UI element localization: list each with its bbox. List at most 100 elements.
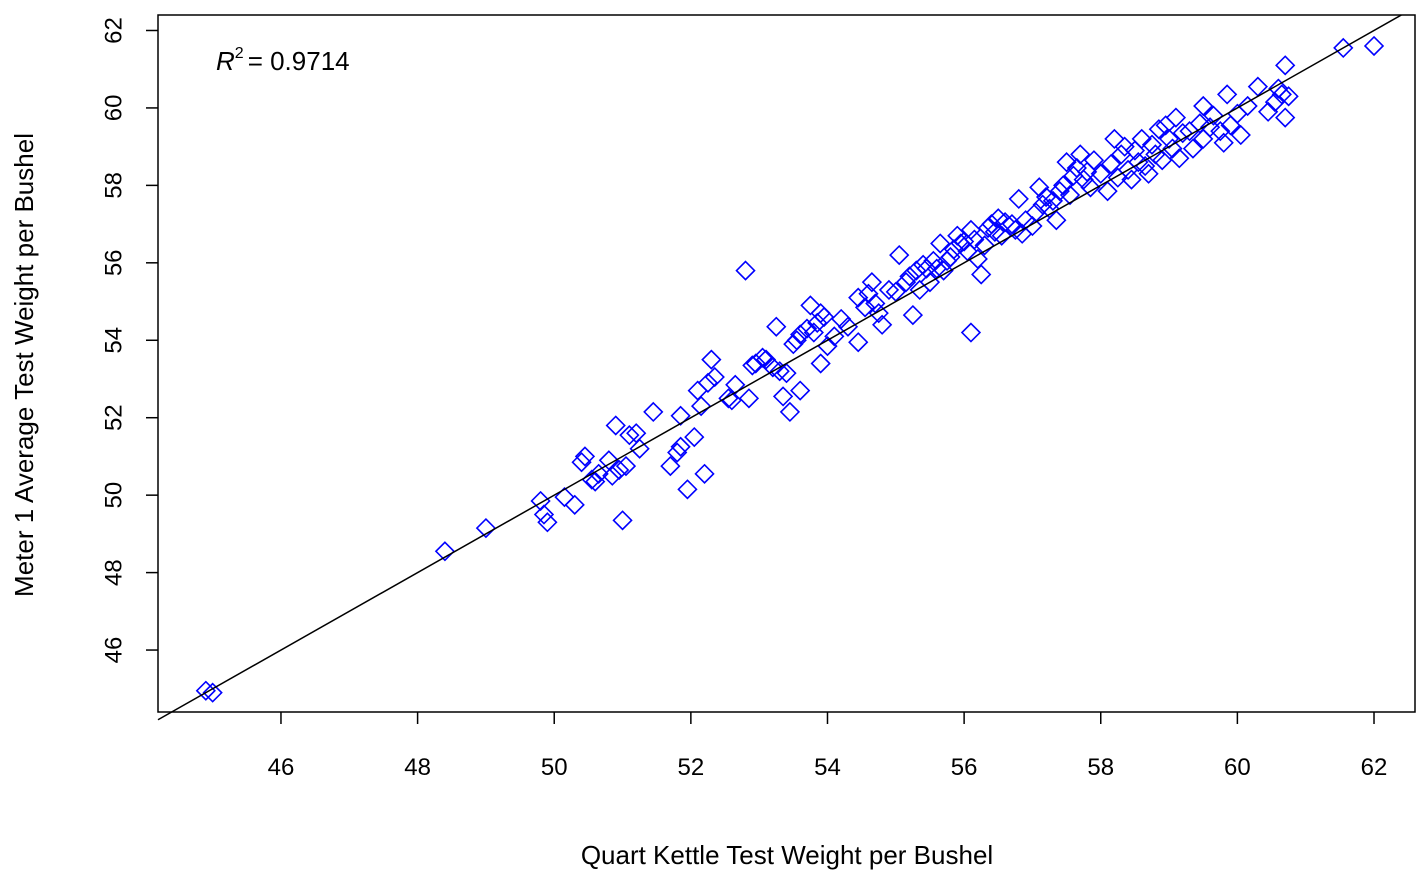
- y-tick-label: 58: [101, 172, 128, 199]
- data-point: [1121, 169, 1142, 190]
- data-point: [964, 229, 985, 250]
- data-point: [1053, 175, 1074, 196]
- data-point: [1046, 210, 1067, 231]
- data-point: [602, 465, 623, 486]
- data-point: [1199, 117, 1221, 138]
- data-point: [971, 264, 992, 285]
- data-point: [1257, 101, 1279, 122]
- data-point: [615, 455, 637, 477]
- data-point: [988, 208, 1009, 229]
- data-point: [1162, 138, 1183, 159]
- data-point: [742, 355, 763, 376]
- data-point: [1029, 177, 1050, 198]
- data-point: [779, 401, 801, 423]
- data-point: [1104, 128, 1125, 150]
- data-point: [725, 374, 746, 395]
- data-point: [1268, 78, 1289, 99]
- data-point: [434, 541, 456, 562]
- data-point: [195, 680, 216, 701]
- data-point: [878, 279, 900, 301]
- data-point: [960, 322, 982, 343]
- data-point: [588, 463, 609, 484]
- data-point: [1172, 122, 1193, 144]
- data-point: [1169, 148, 1190, 169]
- data-point: [923, 250, 944, 272]
- y-axis-title: Meter 1 Average Test Weight per Bushel: [9, 133, 39, 597]
- x-tick-label: 60: [1224, 754, 1251, 781]
- data-point: [769, 361, 790, 382]
- data-point: [974, 235, 995, 256]
- data-point: [848, 287, 869, 308]
- r-squared-value: = 0.9714: [248, 46, 350, 76]
- x-tick-label: 56: [951, 754, 978, 781]
- data-point: [1022, 215, 1043, 237]
- data-point: [762, 357, 783, 378]
- data-point: [564, 494, 585, 515]
- x-tick-label: 52: [678, 754, 705, 781]
- y-tick-label: 52: [101, 404, 128, 431]
- data-point: [1100, 153, 1122, 175]
- data-point: [1213, 132, 1234, 153]
- y-tick-label: 50: [101, 482, 128, 509]
- data-point: [660, 455, 681, 477]
- data-point: [1131, 128, 1152, 150]
- data-point: [783, 334, 804, 355]
- data-point: [1230, 124, 1251, 146]
- data-point: [1059, 184, 1081, 206]
- data-point: [895, 272, 917, 293]
- data-point: [786, 330, 807, 351]
- y-tick-label: 56: [101, 249, 128, 276]
- data-point: [994, 212, 1016, 233]
- data-point: [629, 438, 650, 459]
- data-point: [1042, 190, 1064, 211]
- data-point: [1070, 144, 1091, 165]
- y-axis: 46 48 50 52 54 56 58 60 62: [101, 17, 158, 663]
- data-point: [1083, 150, 1105, 171]
- data-point: [991, 225, 1012, 246]
- data-point: [1275, 107, 1296, 128]
- data-point: [810, 303, 831, 324]
- x-tick-label: 62: [1361, 754, 1388, 781]
- data-point: [1032, 194, 1053, 215]
- data-point: [810, 353, 831, 374]
- r-squared-symbol: R: [216, 46, 235, 76]
- data-point: [936, 250, 958, 272]
- data-point: [837, 316, 859, 337]
- data-point: [800, 295, 821, 316]
- data-point: [718, 388, 739, 409]
- data-point: [766, 316, 787, 337]
- data-point: [772, 386, 794, 407]
- data-point: [977, 217, 999, 239]
- data-point: [612, 510, 633, 531]
- data-point: [571, 452, 592, 473]
- data-point: [1152, 150, 1173, 171]
- data-point: [930, 233, 951, 254]
- data-point: [643, 401, 664, 423]
- data-point: [899, 266, 920, 287]
- data-point: [585, 471, 606, 492]
- data-point: [1193, 95, 1214, 117]
- x-axis: 46 48 50 52 54 56 58 60 62: [268, 712, 1388, 781]
- y-tick-label: 54: [101, 327, 128, 354]
- r-squared-annotation: R2 = 0.9714: [216, 45, 350, 76]
- data-point: [684, 426, 705, 448]
- data-point: [738, 388, 760, 409]
- data-point: [1165, 107, 1187, 128]
- data-point: [670, 405, 691, 426]
- data-point: [554, 486, 575, 508]
- data-point: [1080, 177, 1101, 198]
- data-point: [1182, 138, 1204, 159]
- data-point: [701, 349, 722, 370]
- data-point: [1158, 128, 1180, 150]
- r-squared-exponent: 2: [235, 45, 244, 62]
- data-point: [677, 479, 698, 500]
- data-point: [537, 512, 558, 533]
- data-point: [670, 436, 691, 457]
- data-point: [960, 219, 982, 241]
- data-point: [854, 297, 876, 318]
- x-tick-label: 48: [404, 754, 431, 781]
- data-point: [687, 380, 708, 401]
- data-point: [848, 332, 869, 353]
- data-point: [1217, 84, 1238, 105]
- data-point: [752, 347, 773, 368]
